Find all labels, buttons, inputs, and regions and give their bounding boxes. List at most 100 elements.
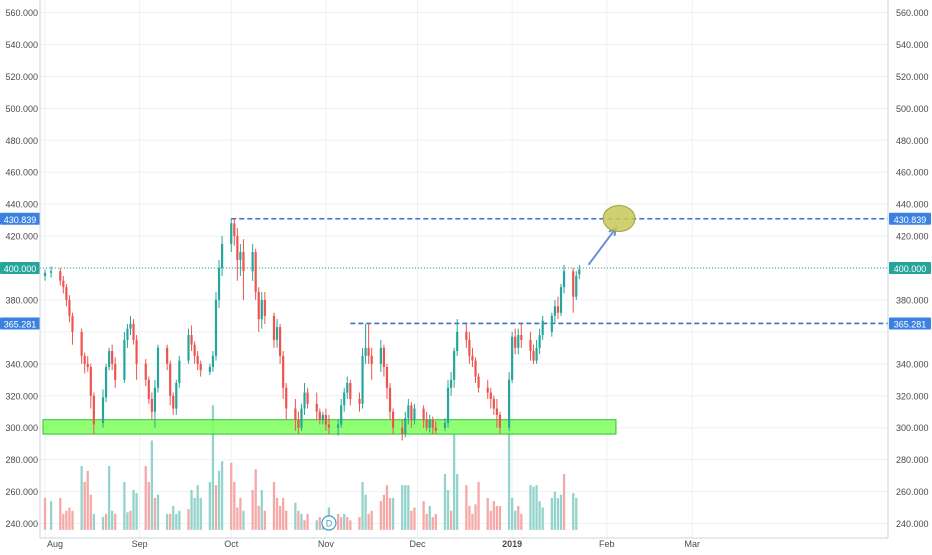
volume-bar [364,494,367,530]
volume-bar [233,481,236,530]
volume-bar [92,513,95,530]
candle-body [239,252,242,261]
y-tick-label-left: 560.000 [5,8,38,18]
level-badge-left [0,212,40,225]
dividend-marker [321,515,337,531]
candle-body [50,271,53,273]
y-tick-label-right: 280.000 [896,455,929,465]
volume-bar [242,510,245,530]
volume-bar [193,497,196,530]
candle-body [196,355,199,364]
candle-body [297,419,300,428]
y-tick-label-left: 320.000 [5,391,38,401]
volume-bar [297,510,300,530]
level-badge-left-label: 430.839 [4,215,37,225]
candle-body [114,363,117,380]
volume-bar [104,513,108,530]
candle-body [144,363,147,380]
y-tick-label-left: 380.000 [5,295,38,305]
x-tick-label: Mar [685,539,701,549]
level-badge-right [889,317,931,330]
volume-bar [370,510,373,530]
volume-bar [126,512,129,530]
axes: 240.000 260.000 280.000 300.000 300.000 320.0… [5,0,929,549]
volume-bar [129,510,132,530]
candle-body [132,323,135,340]
candle-body [175,382,178,409]
volume-bar [68,507,71,530]
level-badge-left [0,317,40,330]
candle-body [150,398,153,412]
volume-bar [278,505,282,530]
candle-body [578,269,581,275]
volume-bar [272,481,276,530]
candle-body [422,408,425,420]
volume-bar [178,510,181,530]
candle-body [190,335,193,345]
candle-body [340,405,343,425]
y-tick-label-right: 560.000 [896,8,929,18]
volume-bar [62,513,65,530]
volume-bar [340,517,343,530]
volume-bar [349,520,352,530]
volume-bar [196,485,199,530]
candle-body [559,287,563,313]
candle-body [257,291,260,320]
volume-bar [471,513,474,530]
volume-bar [217,470,221,530]
candle-body [236,236,239,261]
volume-bar [556,497,560,530]
candle-body [575,275,578,297]
volume-bar [572,493,575,530]
candle-body [449,379,453,388]
y-tick-label-left: 520.000 [5,72,38,82]
candle-body [62,280,65,288]
candle-body [233,223,236,237]
candle-body [477,376,480,388]
y-tick-label-left: 260.000 [5,487,38,497]
volume-bar [165,513,169,530]
candle-body [431,419,434,428]
candle-body [263,299,266,316]
volume-bar [367,513,370,530]
volume-bar [535,485,538,530]
candle-body [413,408,416,420]
candle-body [193,344,196,356]
candle-body [242,252,245,272]
candle-body [68,299,71,316]
candle-body [379,347,382,364]
y-tick-label-right: 500.000 [896,104,929,114]
candle-body [364,347,367,356]
candle-body [511,336,514,380]
volume-bar [239,497,242,530]
volume-bar [80,466,83,530]
candle-body [251,252,254,272]
volume-bar [550,497,553,530]
x-tick-label: Dec [409,539,426,549]
volume-bar [86,470,89,530]
candle-body [535,347,538,361]
volume-bar [449,510,453,530]
volume-bar [559,494,563,530]
current-price-badge-left-label: 400.000 [4,264,37,274]
candle-body [217,268,221,300]
volume-bar [135,493,138,530]
x-tick-label: Nov [318,539,335,549]
candle-body [104,367,108,398]
volume-bar [318,517,321,530]
volume-bar [495,505,499,530]
current-price-badge-right [889,262,931,274]
candle-body [80,331,83,356]
price-lines: 430.839 430.839 365.281 365.281 400.000 400.0… [0,212,931,330]
volume-bar [428,505,431,530]
candle-body [489,392,492,399]
volume-bar [150,440,154,530]
candle-body [343,392,346,406]
volume-bar [529,485,532,530]
candle-body [507,379,511,428]
candle-body [89,367,92,396]
volume-bar [346,517,349,530]
candle-body [59,271,62,281]
volume-bar [343,513,346,530]
